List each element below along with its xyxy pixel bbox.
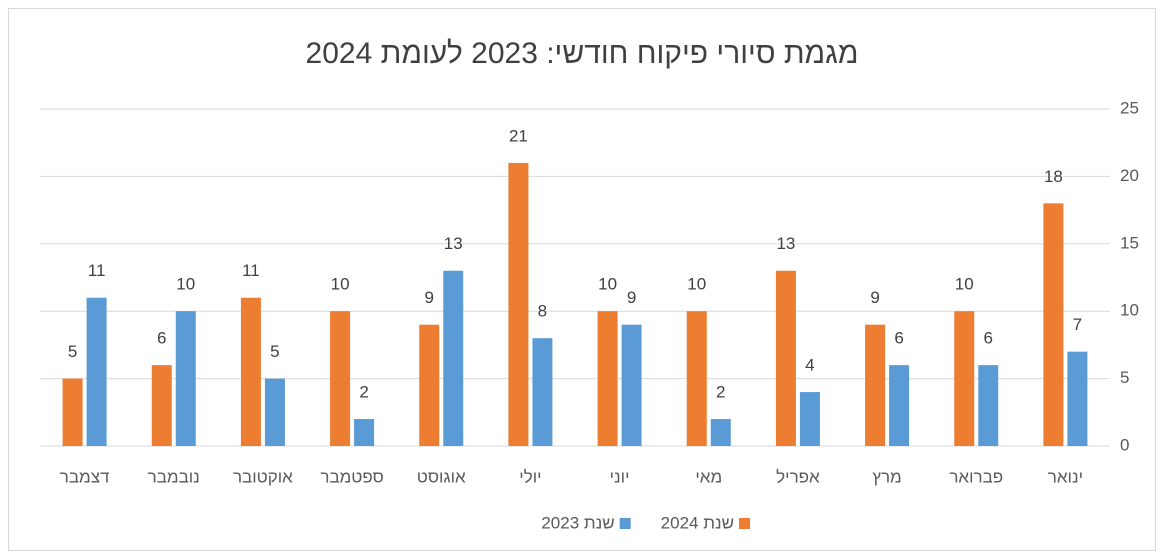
x-tick-label: יולי: [519, 467, 541, 486]
bar: [621, 324, 642, 446]
x-tick-label: פברואר: [949, 467, 1003, 486]
bar: [151, 365, 172, 446]
x-tick-label: אוקטובר: [233, 467, 293, 486]
data-label: 5: [270, 342, 279, 361]
data-label: 4: [805, 356, 814, 375]
data-label: 10: [598, 275, 617, 294]
data-label: 9: [870, 288, 879, 307]
data-label: 8: [538, 302, 547, 321]
bar: [799, 392, 820, 446]
data-label: 21: [509, 126, 528, 145]
chart-title: מגמת סיורי פיקוח חודשי: 2023 לעומת 2024: [306, 37, 859, 70]
legend-label: שנת 2023: [541, 513, 614, 532]
y-tick-label: 0: [1120, 435, 1129, 454]
bar: [175, 311, 196, 446]
y-tick-label: 5: [1120, 368, 1129, 387]
data-label: 2: [716, 383, 725, 402]
x-tick-label: ספטמבר: [320, 467, 383, 486]
data-label: 7: [1073, 315, 1082, 334]
data-label: 13: [776, 234, 795, 253]
y-tick-label: 15: [1120, 233, 1139, 252]
x-tick-label: יוני: [610, 467, 630, 486]
legend-label: שנת 2024: [661, 513, 734, 532]
data-label: 5: [68, 342, 77, 361]
x-tick-label: נובמבר: [148, 467, 200, 486]
data-label: 10: [687, 275, 706, 294]
x-tick-label: אפריל: [776, 467, 820, 486]
bar: [240, 297, 261, 446]
bar: [710, 419, 731, 446]
data-label: 6: [894, 329, 903, 348]
data-label: 2: [359, 383, 368, 402]
y-tick-label: 10: [1120, 301, 1139, 320]
bar: [508, 162, 529, 447]
y-tick-label: 25: [1120, 98, 1139, 117]
bar: [686, 311, 707, 446]
x-tick-label: אוגוסט: [417, 467, 466, 486]
bar: [865, 324, 886, 446]
bar: [354, 419, 375, 446]
bar: [419, 324, 440, 446]
y-tick-label: 20: [1120, 166, 1139, 185]
data-label: 9: [627, 288, 636, 307]
x-tick-label: ינואר: [1048, 467, 1083, 486]
data-label: 10: [331, 275, 350, 294]
x-tick-label: מאי: [695, 467, 722, 486]
bar: [264, 378, 285, 446]
bar: [62, 378, 83, 446]
x-tick-label: דצמבר: [60, 467, 110, 486]
x-tick-label: מרץ: [872, 467, 901, 486]
chart-border: [8, 8, 1156, 551]
data-label: 6: [984, 329, 993, 348]
data-label: 11: [242, 261, 260, 280]
data-label: 10: [176, 275, 195, 294]
bar: [532, 338, 553, 446]
bar: [978, 365, 999, 446]
bar: [86, 297, 107, 446]
data-label: 10: [955, 275, 974, 294]
data-label: 13: [444, 234, 463, 253]
bar: [443, 270, 464, 446]
data-label: 18: [1044, 167, 1063, 186]
legend-swatch: [619, 518, 631, 529]
bar: [597, 311, 618, 446]
data-label: 9: [425, 288, 434, 307]
bar: [1067, 351, 1088, 446]
legend-swatch: [739, 518, 750, 529]
bar: [775, 270, 796, 446]
bar: [1043, 203, 1064, 446]
data-label: 11: [88, 261, 106, 280]
data-label: 6: [157, 329, 166, 348]
bar: [889, 365, 910, 446]
bar: [954, 311, 975, 446]
bar: [330, 311, 351, 446]
